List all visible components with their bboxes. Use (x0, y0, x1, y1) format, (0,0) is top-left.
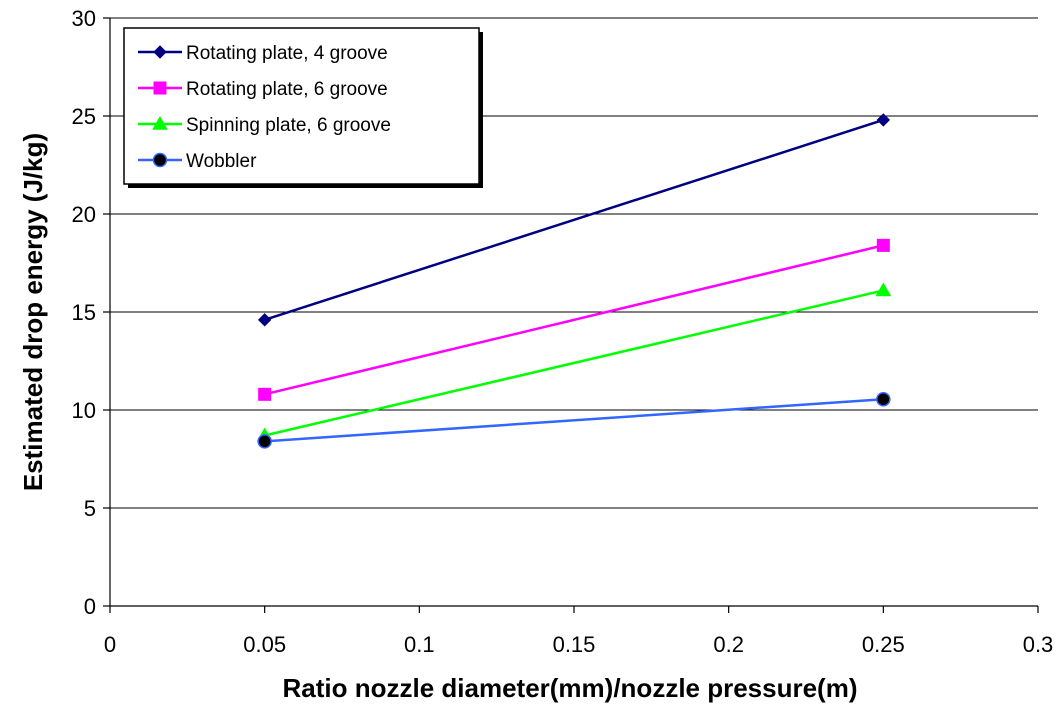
data-point-1-0 (258, 387, 272, 401)
data-point-0-1 (876, 113, 891, 127)
x-tick-label: 0.05 (243, 632, 286, 657)
legend-swatch-marker (152, 115, 168, 130)
data-point-0-0 (257, 313, 272, 327)
data-point-1-1 (876, 238, 890, 252)
series-line-3 (264, 397, 884, 443)
y-tick-label: 10 (72, 398, 96, 423)
y-tick-label: 30 (72, 6, 96, 31)
legend-label: Rotating plate, 4 groove (186, 43, 388, 64)
y-tick-label: 5 (84, 496, 96, 521)
data-point-2-1 (875, 282, 892, 297)
legend-swatch-marker (152, 152, 168, 168)
x-tick-label: 0 (104, 632, 116, 657)
y-axis-title: Estimated drop energy (J/kg) (18, 133, 48, 491)
x-tick-label: 0.2 (713, 632, 744, 657)
legend-swatch-marker (153, 45, 167, 59)
axes (103, 17, 1039, 613)
series-line-1 (264, 244, 884, 396)
x-tick-label: 0.1 (404, 632, 435, 657)
legend-swatch-marker (153, 81, 167, 95)
data-point-3-0 (257, 434, 272, 449)
y-tick-label: 15 (72, 300, 96, 325)
y-tick-label: 25 (72, 104, 96, 129)
y-tick-label: 0 (84, 594, 96, 619)
x-axis-title: Ratio nozzle diameter(mm)/nozzle pressur… (283, 673, 858, 703)
series-line-2 (264, 289, 884, 437)
x-tick-label: 0.15 (553, 632, 596, 657)
legend-box (123, 27, 480, 185)
tick-labels: 0 5 10 15 20 25 30 0 0.05 0.1 0.15 0.2 0.25 0.3 (72, 6, 1054, 657)
series (256, 113, 892, 449)
legend-label: Spinning plate, 6 groove (186, 115, 391, 136)
series-line-0 (264, 118, 884, 322)
legend-label: Wobbler (186, 151, 257, 172)
legend: Rotating plate, 4 groove Rotating plate, … (123, 27, 483, 188)
x-tick-label: 0.3 (1023, 632, 1054, 657)
legend-label: Rotating plate, 6 groove (186, 79, 388, 100)
x-tick-label: 0.25 (862, 632, 905, 657)
data-point-3-1 (876, 391, 891, 407)
y-tick-label: 20 (72, 202, 96, 227)
